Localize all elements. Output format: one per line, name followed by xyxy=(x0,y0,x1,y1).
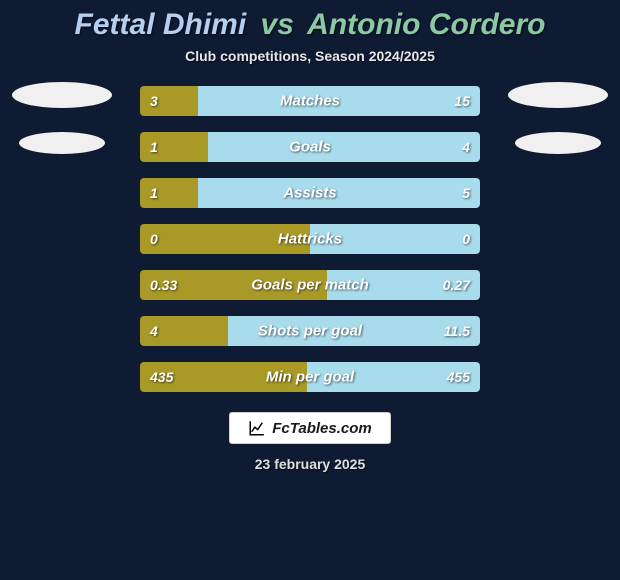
stat-row: Assists 1 5 xyxy=(140,178,480,208)
stat-row: Hattricks 0 0 xyxy=(140,224,480,254)
stat-value-player2: 11.5 xyxy=(444,323,470,339)
stat-label: Shots per goal xyxy=(258,323,362,340)
stat-value-player2: 0.27 xyxy=(443,277,470,293)
stat-value-player2: 4 xyxy=(462,139,470,155)
stat-value-player1: 1 xyxy=(150,185,158,201)
footer-date: 23 february 2025 xyxy=(255,456,366,472)
stat-value-player1: 3 xyxy=(150,93,158,109)
title-player1: Fettal Dhimi xyxy=(75,8,247,41)
stat-label: Goals per match xyxy=(251,277,369,294)
stat-row: Goals per match 0.33 0.27 xyxy=(140,270,480,300)
chart-icon xyxy=(248,419,266,437)
stat-value-player2: 455 xyxy=(447,369,470,385)
ellipse-placeholder xyxy=(508,82,608,108)
stat-segment-player1 xyxy=(140,178,198,208)
stat-value-player2: 15 xyxy=(454,93,470,109)
stat-label: Hattricks xyxy=(278,231,342,248)
stat-value-player1: 0.33 xyxy=(150,277,177,293)
brand-text: FcTables.com xyxy=(272,420,371,437)
stat-row: Matches 3 15 xyxy=(140,86,480,116)
stat-segment-player1 xyxy=(140,86,198,116)
stat-label: Min per goal xyxy=(266,369,354,386)
title-vs: vs xyxy=(261,8,294,41)
ellipse-placeholder xyxy=(515,132,601,154)
ellipse-placeholder xyxy=(19,132,105,154)
player2-badges xyxy=(508,82,608,154)
stat-label: Goals xyxy=(289,139,331,156)
stat-value-player1: 4 xyxy=(150,323,158,339)
page-title: Fettal Dhimi vs Antonio Cordero xyxy=(75,8,546,42)
title-player2: Antonio Cordero xyxy=(307,8,545,41)
stat-label: Matches xyxy=(280,93,340,110)
subtitle: Club competitions, Season 2024/2025 xyxy=(185,48,435,64)
stat-label: Assists xyxy=(283,185,336,202)
stat-value-player2: 5 xyxy=(462,185,470,201)
stat-row: Shots per goal 4 11.5 xyxy=(140,316,480,346)
stat-value-player1: 1 xyxy=(150,139,158,155)
player1-badges xyxy=(12,82,112,154)
stat-segment-player2 xyxy=(198,178,480,208)
stat-segment-player2 xyxy=(208,132,480,162)
stat-value-player2: 0 xyxy=(462,231,470,247)
stat-value-player1: 435 xyxy=(150,369,173,385)
stat-bars-container: Matches315Goals14Assists15Hattricks00Goa… xyxy=(140,86,480,392)
stat-row: Goals 1 4 xyxy=(140,132,480,162)
ellipse-placeholder xyxy=(12,82,112,108)
stats-area: Matches315Goals14Assists15Hattricks00Goa… xyxy=(0,86,620,392)
brand-badge: FcTables.com xyxy=(229,412,390,444)
stat-row: Min per goal 435 455 xyxy=(140,362,480,392)
stat-value-player1: 0 xyxy=(150,231,158,247)
